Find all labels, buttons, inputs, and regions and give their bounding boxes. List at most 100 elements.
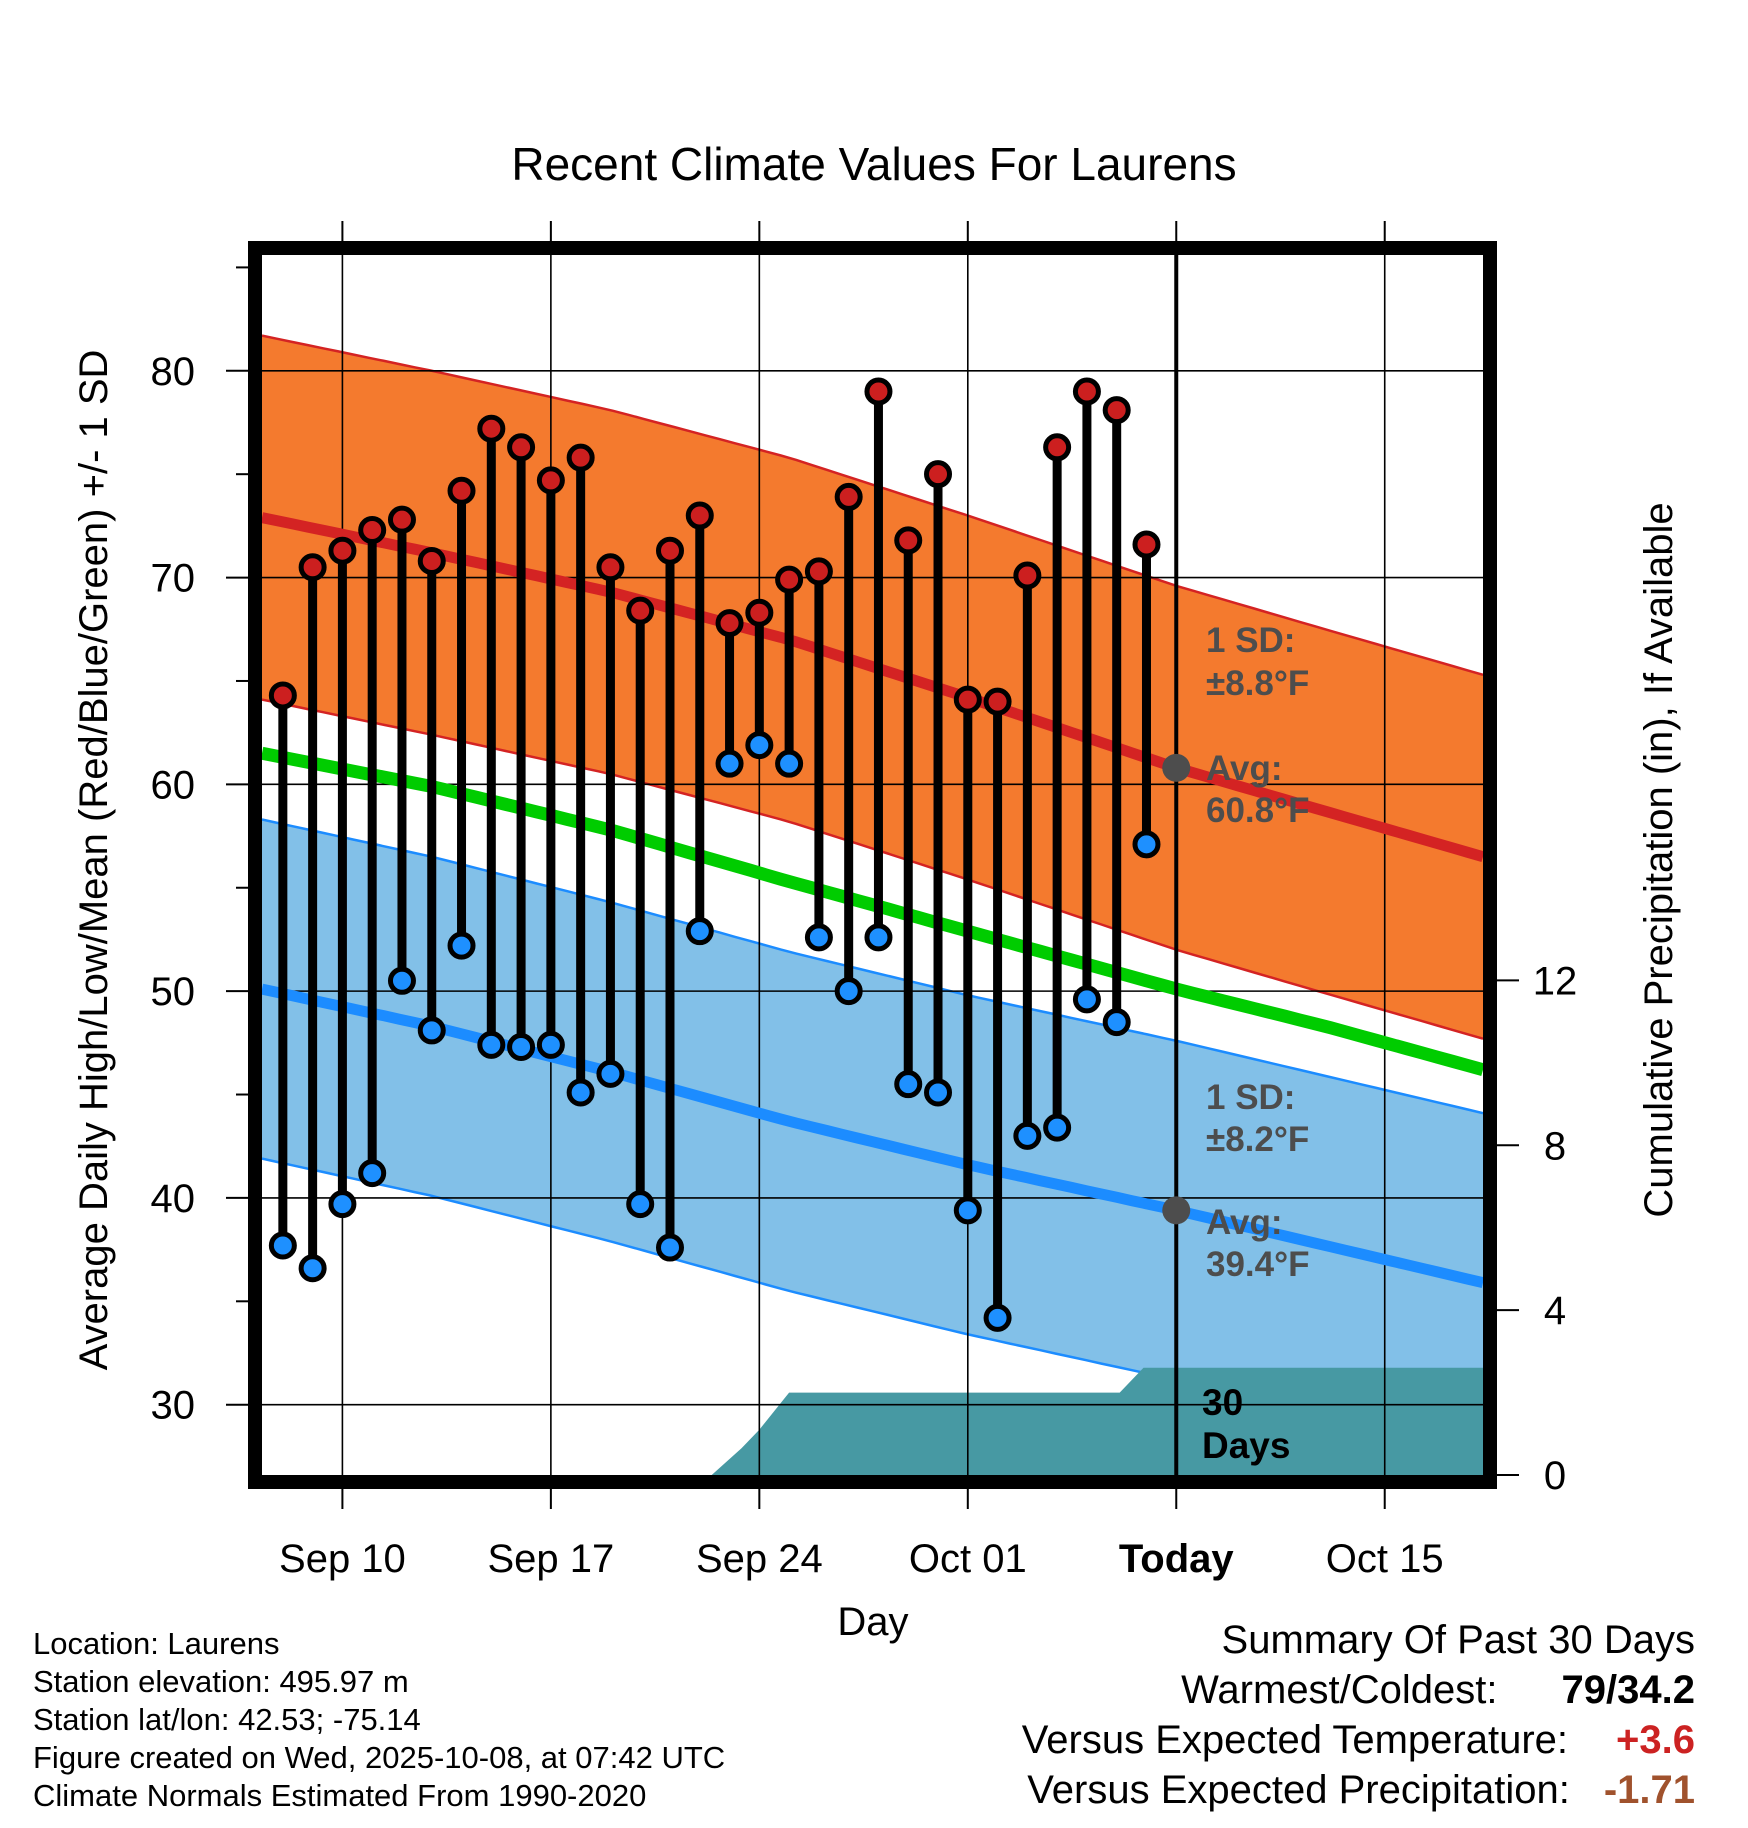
daily-low-point <box>566 1078 595 1107</box>
low-sd-value: ±8.2°F <box>1206 1120 1309 1159</box>
daily-high-point <box>655 536 684 565</box>
daily-low-point <box>626 1190 655 1219</box>
daily-high-point <box>715 609 744 638</box>
info-created: Figure created on Wed, 2025-10-08, at 07… <box>33 1740 726 1775</box>
daily-low-point <box>983 1303 1012 1332</box>
daily-high-point <box>983 687 1012 716</box>
normal-high-sd-band-upper-edge <box>262 334 1483 677</box>
daily-low-point <box>775 749 804 778</box>
daily-low-point <box>1132 830 1161 859</box>
daily-high-point <box>1043 433 1072 462</box>
daily-low-point <box>953 1196 982 1225</box>
x-tick-label: Sep 24 <box>696 1537 823 1581</box>
daily-high-point <box>626 596 655 625</box>
y-axis-label: Average Daily High/Low/Mean (Red/Blue/Gr… <box>72 350 116 1371</box>
daily-high-point <box>1132 530 1161 559</box>
temp-value: +3.6 <box>1616 1718 1695 1762</box>
low-avg-value: 39.4°F <box>1206 1245 1310 1284</box>
daily-low-point <box>536 1030 565 1059</box>
high-sd-label: 1 SD: <box>1206 621 1295 660</box>
daily-low-point <box>328 1190 357 1219</box>
daily-high-point <box>864 377 893 406</box>
daily-high-point <box>685 501 714 530</box>
daily-high-point <box>477 414 506 443</box>
days-word: Days <box>1202 1425 1290 1466</box>
y-tick-label: 60 <box>151 763 196 807</box>
daily-high-point <box>566 443 595 472</box>
daily-low-point <box>715 749 744 778</box>
summary-panel: Summary Of Past 30 Days Warmest/Coldest:… <box>1022 1615 1695 1815</box>
x-tick-label: Oct 01 <box>909 1537 1027 1581</box>
plot-frame <box>248 241 1497 1489</box>
high-sd-value: ±8.8°F <box>1206 664 1309 703</box>
high-avg-label: Avg: <box>1206 749 1282 788</box>
daily-low-point <box>655 1233 684 1262</box>
daily-high-point <box>834 482 863 511</box>
daily-low-point <box>834 977 863 1006</box>
daily-low-point <box>447 931 476 960</box>
daily-high-point <box>775 565 804 594</box>
info-latlon: Station lat/lon: 42.53; -75.14 <box>33 1702 421 1737</box>
summary-row-temp: Versus Expected Temperature: +3.6 <box>1022 1715 1695 1765</box>
y2-tick-label: 12 <box>1533 959 1578 1003</box>
daily-low-point <box>924 1078 953 1107</box>
low-sd-label: 1 SD: <box>1206 1078 1295 1117</box>
daily-low-point <box>685 917 714 946</box>
chart-title: Recent Climate Values For Laurens <box>511 138 1236 190</box>
summary-row-warmest: Warmest/Coldest: 79/34.2 <box>1022 1665 1695 1715</box>
daily-high-point <box>1013 561 1042 590</box>
daily-low-point <box>358 1159 387 1188</box>
daily-low-point <box>1102 1008 1131 1037</box>
daily-low-point <box>1043 1113 1072 1142</box>
daily-high-point <box>894 526 923 555</box>
daily-high-point <box>596 553 625 582</box>
y2-axis-label: Cumulative Precipitation (in), If Availa… <box>1637 502 1681 1217</box>
y-tick-label: 50 <box>151 970 196 1014</box>
x-tick-label: Sep 17 <box>487 1537 614 1581</box>
daily-low-point <box>804 923 833 952</box>
daily-high-point <box>417 547 446 576</box>
y-tick-label: 70 <box>151 557 196 601</box>
daily-high-point <box>387 505 416 534</box>
x-tick-label: Oct 15 <box>1326 1537 1444 1581</box>
days-number: 30 <box>1202 1382 1243 1423</box>
daily-high-point <box>447 476 476 505</box>
daily-high-point <box>1072 377 1101 406</box>
daily-low-point <box>387 966 416 995</box>
daily-low-point <box>477 1030 506 1059</box>
daily-low-point <box>894 1070 923 1099</box>
daily-high-point <box>358 516 387 545</box>
x-axis-label: Day <box>837 1600 908 1644</box>
summary-row-precip: Versus Expected Precipitation: -1.71 <box>1022 1765 1695 1815</box>
today-high-average-dot <box>1162 753 1191 782</box>
daily-high-point <box>328 536 357 565</box>
daily-high-point <box>507 433 536 462</box>
daily-low-point <box>417 1016 446 1045</box>
x-tick-label: Today <box>1119 1537 1235 1581</box>
daily-high-point <box>745 598 774 627</box>
high-avg-value: 60.8°F <box>1206 791 1310 830</box>
daily-high-point <box>536 466 565 495</box>
daily-high-point <box>298 553 327 582</box>
info-normals: Climate Normals Estimated From 1990-2020 <box>33 1778 647 1813</box>
daily-high-point <box>953 685 982 714</box>
daily-low-point <box>1072 985 1101 1014</box>
daily-low-point <box>507 1032 536 1061</box>
y2-tick-label: 8 <box>1544 1124 1566 1168</box>
daily-high-point <box>804 557 833 586</box>
precip-value: -1.71 <box>1603 1768 1695 1812</box>
daily-low-point <box>1013 1121 1042 1150</box>
daily-low-point <box>864 923 893 952</box>
daily-low-point <box>745 731 774 760</box>
daily-high-point <box>924 460 953 489</box>
info-elevation: Station elevation: 495.97 m <box>33 1664 409 1699</box>
y2-tick-label: 4 <box>1544 1289 1566 1333</box>
temp-label: Versus Expected Temperature: <box>1021 1718 1569 1762</box>
daily-low-point <box>596 1059 625 1088</box>
precip-label: Versus Expected Precipitation: <box>1027 1768 1570 1812</box>
summary-title: Summary Of Past 30 Days <box>1221 1618 1695 1662</box>
x-tick-label: Sep 10 <box>279 1537 406 1581</box>
precipitation-area <box>711 1367 1483 1475</box>
today-low-average-dot <box>1162 1196 1191 1225</box>
